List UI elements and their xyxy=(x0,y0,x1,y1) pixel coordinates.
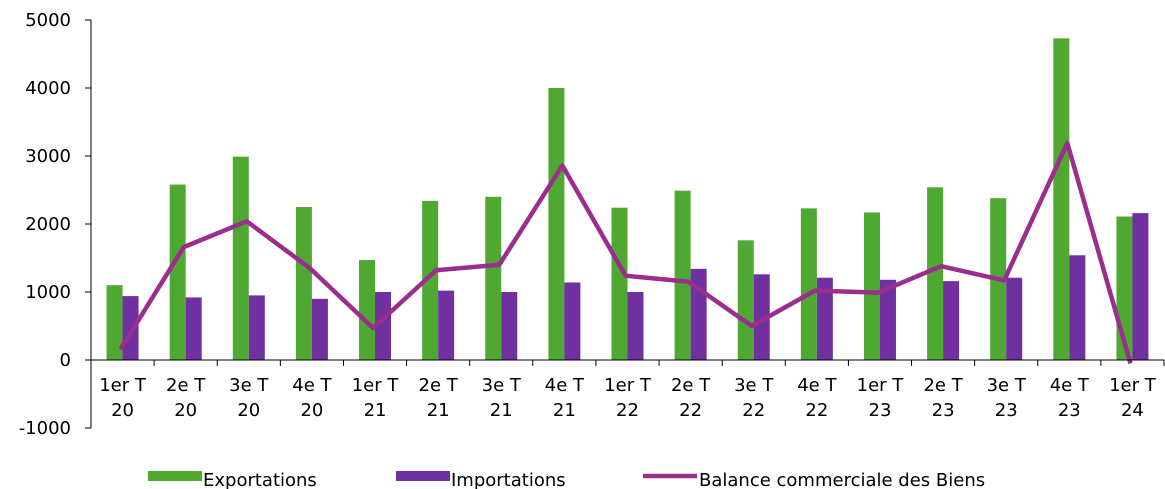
bar-exportations xyxy=(611,207,628,360)
category-label: 3e T xyxy=(734,375,774,396)
bar-exportations xyxy=(737,240,754,360)
bar-importations xyxy=(185,297,202,360)
bar-importations xyxy=(943,281,960,360)
category-label: 1er T xyxy=(604,375,652,396)
category-label: 3e T xyxy=(987,375,1027,396)
category-label: 2e T xyxy=(166,375,206,396)
bar-exportations xyxy=(295,207,312,360)
y-tick-label: 3000 xyxy=(25,146,71,167)
bar-importations xyxy=(248,295,265,360)
legend-label-importations: Importations xyxy=(451,470,566,489)
category-label: 21 xyxy=(427,400,450,421)
bar-importations xyxy=(1069,255,1086,360)
balance-line-group xyxy=(118,140,1133,365)
bar-importations xyxy=(1132,213,1149,360)
y-tick-label: 4000 xyxy=(25,78,71,99)
category-label: 1er T xyxy=(857,375,905,396)
category-label: 22 xyxy=(679,400,702,421)
bar-importations xyxy=(311,298,328,360)
bar-importations xyxy=(375,292,392,360)
y-tick-label: -1000 xyxy=(19,418,71,439)
y-tick-label: 0 xyxy=(60,350,71,371)
category-label: 3e T xyxy=(229,375,269,396)
category-label: 23 xyxy=(1058,400,1081,421)
balance-line xyxy=(118,140,1133,365)
category-label: 23 xyxy=(869,400,892,421)
category-label: 2e T xyxy=(419,375,459,396)
category-label: 21 xyxy=(364,400,387,421)
category-label: 22 xyxy=(742,400,765,421)
bar-exportations xyxy=(485,196,502,360)
category-label: 22 xyxy=(805,400,828,421)
category-label: 21 xyxy=(490,400,513,421)
legend-swatch-importations xyxy=(396,471,450,481)
category-label: 4e T xyxy=(797,375,837,396)
legend: Exportations Importations Balance commerci… xyxy=(148,470,985,489)
category-label: 20 xyxy=(174,400,197,421)
bar-exportations xyxy=(169,184,186,360)
category-label: 3e T xyxy=(482,375,522,396)
y-tick-label: 1000 xyxy=(25,282,71,303)
bar-exportations xyxy=(1053,38,1070,361)
bars xyxy=(106,38,1149,361)
category-label: 2e T xyxy=(923,375,963,396)
y-axis: -1000 0 1000 2000 3000 4000 5000 xyxy=(19,10,92,439)
category-label: 20 xyxy=(237,400,260,421)
bar-exportations xyxy=(359,260,376,360)
category-label: 21 xyxy=(553,400,576,421)
category-label: 24 xyxy=(1121,400,1144,421)
bar-exportations xyxy=(674,190,691,360)
category-label: 23 xyxy=(932,400,955,421)
category-label: 2e T xyxy=(671,375,711,396)
bar-importations xyxy=(816,277,833,360)
category-label: 1er T xyxy=(99,375,147,396)
bar-importations xyxy=(879,279,896,360)
bar-exportations xyxy=(106,285,123,360)
y-tick-label: 2000 xyxy=(25,214,71,235)
category-label: 4e T xyxy=(545,375,585,396)
category-label: 1er T xyxy=(1109,375,1157,396)
category-label: 23 xyxy=(995,400,1018,421)
bar-importations xyxy=(564,282,581,360)
bar-exportations xyxy=(548,88,565,360)
bar-exportations xyxy=(863,212,880,360)
category-label: 20 xyxy=(300,400,323,421)
bar-exportations xyxy=(232,156,249,360)
bar-importations xyxy=(501,292,518,360)
bar-exportations xyxy=(800,208,817,360)
bar-importations xyxy=(438,290,455,360)
legend-label-exportations: Exportations xyxy=(203,470,317,489)
bar-exportations xyxy=(422,200,439,360)
category-label: 20 xyxy=(111,400,134,421)
category-label: 1er T xyxy=(352,375,400,396)
category-label: 4e T xyxy=(1050,375,1090,396)
category-label: 4e T xyxy=(292,375,332,396)
bar-importations xyxy=(122,296,139,360)
y-tick-label: 5000 xyxy=(25,10,71,31)
bar-importations xyxy=(1006,277,1023,360)
bar-exportations xyxy=(927,187,944,360)
legend-swatch-exportations xyxy=(148,471,202,481)
bar-importations xyxy=(753,274,770,360)
x-axis: 1er T 20 2e T 20 3e T 20 4e T 20 1er T 21 2e T 21 3e… xyxy=(90,359,1165,421)
legend-label-balance: Balance commerciale des Biens xyxy=(699,470,985,489)
bar-importations xyxy=(627,292,644,360)
category-label: 22 xyxy=(616,400,639,421)
